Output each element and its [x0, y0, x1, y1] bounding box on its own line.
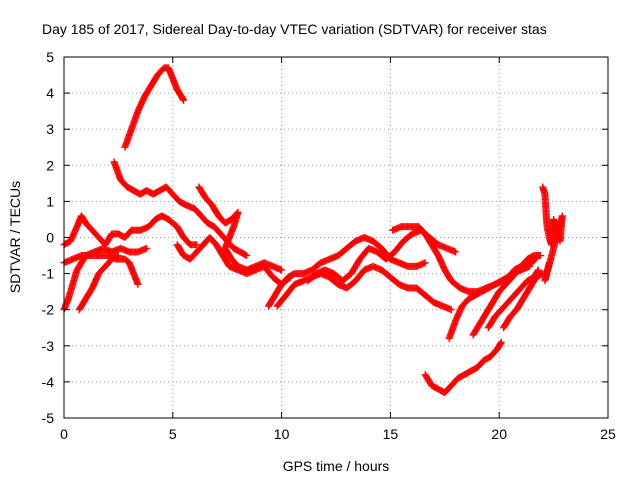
data-point-marker	[143, 244, 151, 252]
x-tick-label: 25	[600, 426, 616, 442]
data-point-marker	[193, 241, 201, 249]
data-point-marker	[533, 253, 541, 261]
y-tick-label: -5	[42, 410, 55, 426]
x-tick-label: 5	[169, 426, 177, 442]
x-tick-label: 10	[274, 426, 290, 442]
data-point-marker	[278, 266, 286, 274]
y-tick-label: -3	[42, 338, 55, 354]
x-axis-title: GPS time / hours	[283, 458, 390, 474]
points-layer	[60, 64, 566, 397]
data-point-marker	[113, 252, 121, 260]
data-point-marker	[447, 306, 455, 314]
y-tick-label: -2	[42, 302, 55, 318]
data-point-marker	[134, 280, 142, 288]
y-tick-label: 2	[46, 157, 54, 173]
x-tick-label: 15	[383, 426, 399, 442]
data-point-marker	[534, 252, 542, 260]
x-tick-label: 20	[491, 426, 507, 442]
chart-title: Day 185 of 2017, Sidereal Day-to-day VTE…	[42, 21, 547, 37]
y-tick-label: -4	[42, 374, 55, 390]
data-point-marker	[534, 266, 542, 274]
y-tick-label: 5	[46, 49, 54, 65]
data-point-marker	[421, 259, 429, 267]
y-tick-label: 1	[46, 193, 54, 209]
data-point-marker	[452, 248, 460, 256]
y-tick-label: 4	[46, 85, 54, 101]
x-tick-label: 0	[60, 426, 68, 442]
data-point-marker	[497, 338, 505, 346]
y-axis-title: SDTVAR / TECUs	[7, 181, 23, 293]
data-point-marker	[545, 259, 553, 267]
data-point-marker	[243, 252, 251, 260]
y-tick-label: 3	[46, 121, 54, 137]
y-tick-label: -1	[42, 266, 55, 282]
data-point-marker	[180, 96, 188, 104]
data-point-marker	[242, 251, 250, 259]
data-point-marker	[114, 252, 122, 260]
y-tick-label: 0	[46, 230, 54, 246]
grid-layer	[64, 57, 608, 418]
ticks-layer: 0 5 10 15 20 25 -5 -4 -3 -2 -1 0 1 2 3 4 5	[42, 49, 616, 442]
data-point-marker	[497, 339, 505, 347]
